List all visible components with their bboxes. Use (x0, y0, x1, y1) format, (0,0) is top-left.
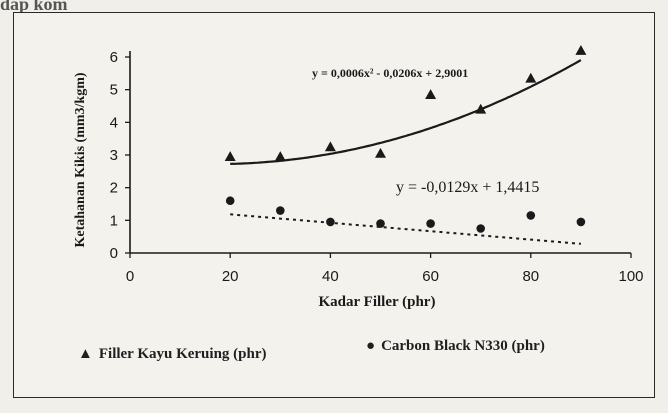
y-tick-label-2: 2 (110, 180, 118, 197)
equation-series-1: y = -0,0129x + 1,4415 (396, 179, 539, 196)
series-0-point-0 (224, 151, 236, 162)
y-tick-label-1: 1 (110, 212, 118, 229)
equation-series-0: y = 0,0006x² - 0,0206x + 2,9001 (312, 66, 468, 80)
series-0-point-2 (324, 141, 336, 152)
triangle-marker-icon: ▲ (78, 346, 93, 362)
series-1-point-4 (426, 219, 435, 228)
series-0-point-6 (525, 72, 537, 83)
series-1-point-5 (476, 224, 486, 233)
legend-item-carbon-black: ● Carbon Black N330 (phr) (366, 338, 545, 355)
y-tick-label-4: 4 (110, 114, 118, 131)
x-tick-label-0: 0 (126, 268, 134, 285)
series-0-point-1 (274, 151, 286, 162)
series-0-point-3 (375, 147, 386, 158)
x-tick-label-100: 100 (618, 268, 643, 285)
x-tick-label-20: 20 (222, 268, 239, 285)
x-tick-label-80: 80 (522, 268, 539, 285)
y-tick-label-3: 3 (110, 147, 118, 164)
chart-frame (13, 12, 655, 398)
series-1-point-0 (225, 196, 235, 206)
y-axis-label: Ketahanan Kikis (mm3/kgm) (73, 72, 88, 247)
series-1-point-1 (276, 206, 285, 215)
circle-marker-icon: ● (366, 338, 376, 354)
legend-item-filler-kayu-keruing: ▲ Filler Kayu Keruing (phr) (78, 346, 267, 363)
x-tick-label-60: 60 (422, 268, 439, 285)
series-0-point-4 (425, 89, 437, 99)
legend-label-filler-kayu-keruing: Filler Kayu Keruing (phr) (98, 346, 267, 362)
legend-label-carbon-black: Carbon Black N330 (phr) (381, 338, 545, 354)
x-axis-label: Kadar Filler (phr) (319, 294, 436, 310)
y-tick-label-0: 0 (110, 245, 118, 262)
y-tick-label-5: 5 (110, 82, 118, 99)
series-1-point-6 (526, 211, 536, 220)
series-1-point-7 (576, 217, 586, 227)
series-0-point-5 (475, 103, 487, 114)
trendline-series-0 (230, 59, 582, 165)
x-tick-label-40: 40 (322, 268, 339, 285)
trendline-series-1 (230, 213, 581, 245)
series-0-point-7 (575, 44, 587, 55)
series-1-point-3 (376, 219, 385, 228)
y-tick-label-6: 6 (110, 49, 118, 66)
series-1-point-2 (326, 217, 335, 227)
page-top-text: dap kom (0, 0, 68, 14)
